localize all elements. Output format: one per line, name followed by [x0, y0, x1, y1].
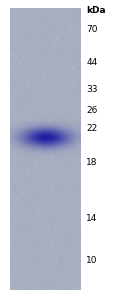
Text: 44: 44	[86, 58, 97, 67]
Text: 70: 70	[86, 25, 98, 34]
Text: 14: 14	[86, 214, 98, 223]
Text: 33: 33	[86, 85, 98, 94]
Text: 26: 26	[86, 106, 98, 115]
Text: 10: 10	[86, 256, 98, 265]
Text: kDa: kDa	[86, 6, 106, 15]
Text: 18: 18	[86, 158, 98, 167]
Text: 22: 22	[86, 124, 97, 133]
